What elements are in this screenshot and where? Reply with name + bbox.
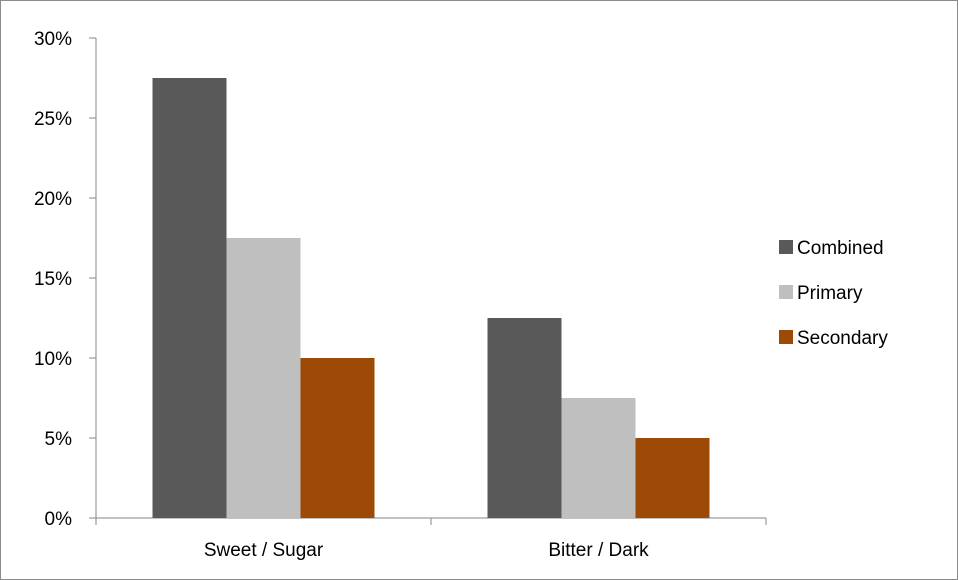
x-axis: Sweet / Sugar Bitter / Dark — [95, 517, 767, 561]
bar-combined-2 — [487, 318, 562, 518]
bar-secondary-1 — [300, 358, 375, 518]
x-tick-label: Sweet / Sugar — [204, 540, 324, 561]
y-tick-label: 10% — [34, 349, 72, 370]
bar-primary-2 — [561, 398, 636, 518]
bar-primary-1 — [226, 238, 301, 518]
legend-swatch-combined — [779, 240, 793, 254]
bars — [152, 78, 710, 518]
y-tick-label: 25% — [34, 109, 72, 130]
legend-label-primary: Primary — [797, 283, 863, 304]
y-tick-label: 15% — [34, 269, 72, 290]
legend-swatch-secondary — [779, 330, 793, 344]
bar-combined-1 — [152, 78, 227, 518]
legend-label-secondary: Secondary — [797, 328, 888, 349]
legend-swatch-primary — [779, 285, 793, 299]
y-tick-label: 5% — [45, 429, 73, 450]
y-axis: 0% 5% 10% 15% 20% 25% 30% — [34, 29, 97, 530]
y-tick-label: 30% — [34, 29, 72, 50]
legend: Combined Primary Secondary — [779, 238, 888, 349]
y-tick-label: 20% — [34, 189, 72, 210]
bar-secondary-2 — [635, 438, 710, 518]
y-tick-label: 0% — [45, 509, 73, 530]
x-tick-label: Bitter / Dark — [548, 540, 649, 561]
legend-label-combined: Combined — [797, 238, 884, 259]
